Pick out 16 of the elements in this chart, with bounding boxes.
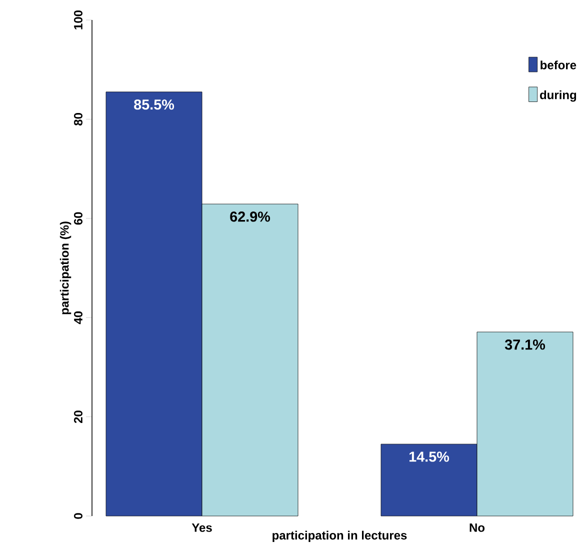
legend-label: during [540, 90, 576, 102]
data-label: 37.1% [504, 340, 546, 350]
data-label: 62.9% [230, 212, 270, 222]
legend-label: before [540, 60, 576, 70]
x-axis-title: participation in lectures [272, 530, 407, 542]
x-tick-label: No [470, 524, 485, 532]
x-tick-label: Yes [192, 524, 212, 532]
y-tick-label: 60 [74, 212, 82, 225]
data-label: 85.5% [134, 99, 174, 110]
y-axis-title: participation (%) [60, 222, 72, 314]
data-label: 14.5% [409, 452, 450, 462]
y-tick-label: 40 [74, 311, 82, 324]
y-tick-label: 20 [74, 410, 82, 424]
y-tick-label: 0 [74, 513, 82, 519]
y-tick-label: 80 [74, 113, 82, 126]
y-tick-label: 100 [74, 10, 82, 30]
